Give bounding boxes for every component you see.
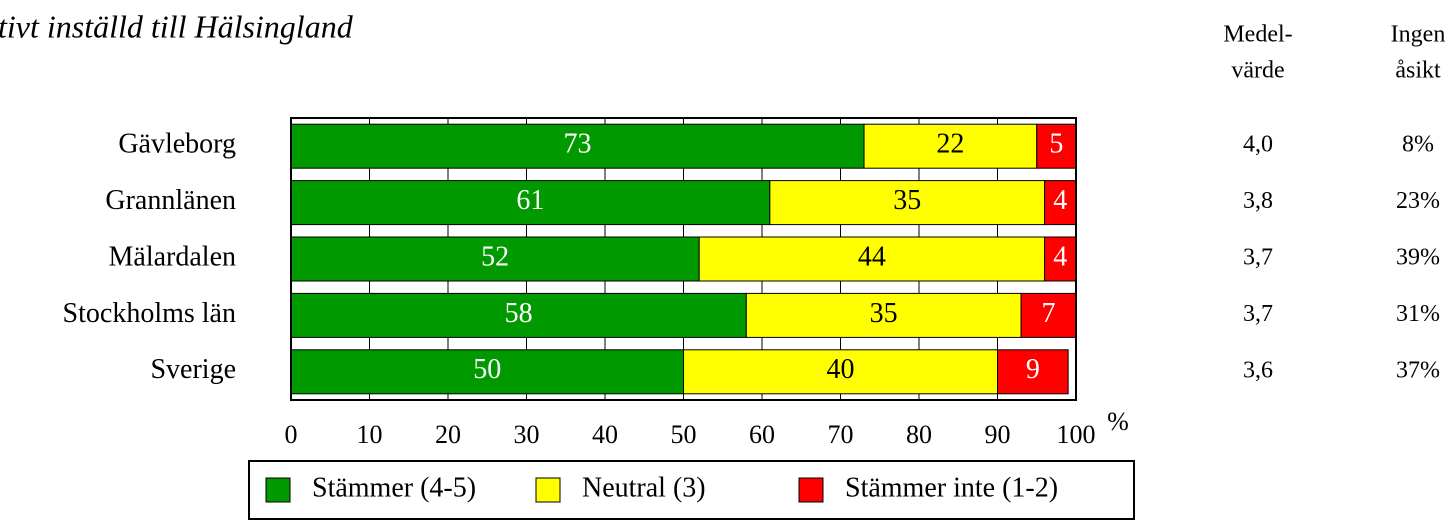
legend-swatch — [265, 477, 291, 503]
bar-segment — [1020, 292, 1077, 338]
bar-segment — [769, 180, 1046, 226]
column-header: Ingen — [1391, 22, 1446, 48]
data-label: 4 — [1053, 241, 1067, 272]
table-cell: 3,6 — [1243, 357, 1273, 383]
x-tick-label: 80 — [906, 420, 932, 449]
data-label: 52 — [481, 241, 509, 272]
bar-segment — [290, 349, 684, 395]
y-tick-label: Stockholms län — [63, 298, 236, 329]
data-label: 22 — [936, 129, 964, 160]
bar-segment — [997, 349, 1069, 395]
data-label: 35 — [893, 185, 921, 216]
table-cell: 39% — [1396, 245, 1440, 271]
table-cell: 3,7 — [1243, 301, 1273, 327]
table-cell: 31% — [1396, 301, 1440, 327]
bar-segment — [1044, 180, 1077, 226]
table-cell: 3,7 — [1243, 245, 1273, 271]
legend-swatch — [535, 477, 561, 503]
plot-frame — [290, 117, 1077, 401]
column-header: åsikt — [1395, 58, 1441, 84]
legend-label: Stämmer (4-5) — [312, 472, 476, 503]
column-header: värde — [1231, 58, 1284, 84]
y-tick-label: Mälardalen — [109, 241, 237, 272]
x-tick-label: 30 — [514, 420, 540, 449]
table-cell: 3,8 — [1243, 188, 1273, 214]
data-label: 58 — [505, 298, 533, 329]
data-label: 35 — [870, 298, 898, 329]
x-tick-label: 60 — [749, 420, 775, 449]
data-label: 7 — [1042, 298, 1056, 329]
data-label: 44 — [858, 241, 886, 272]
y-tick-label: Grannlänen — [105, 185, 236, 216]
y-tick-label: Gävleborg — [118, 129, 236, 160]
table-cell: 4,0 — [1243, 132, 1273, 158]
table-cell: 37% — [1396, 357, 1440, 383]
legend-swatch — [798, 477, 824, 503]
table-cell: 8% — [1402, 132, 1434, 158]
data-label: 4 — [1053, 185, 1067, 216]
x-tick-label: 0 — [285, 420, 298, 449]
data-label: 73 — [564, 129, 592, 160]
y-tick-label: Sverige — [150, 354, 236, 385]
data-label: 9 — [1026, 354, 1040, 385]
table-cell: 23% — [1396, 188, 1440, 214]
legend-label: Stämmer inte (1-2) — [845, 472, 1058, 503]
bar-segment — [698, 236, 1046, 282]
x-unit: % — [1107, 407, 1129, 436]
bar-segment — [290, 236, 700, 282]
x-tick-label: 40 — [592, 420, 618, 449]
legend-box — [248, 460, 1135, 520]
x-tick-label: 20 — [435, 420, 461, 449]
bar-segment — [745, 292, 1022, 338]
column-header: Medel- — [1223, 22, 1292, 48]
data-label: 5 — [1049, 129, 1063, 160]
data-label: 61 — [516, 185, 544, 216]
data-label: 50 — [473, 354, 501, 385]
x-tick-label: 10 — [357, 420, 383, 449]
bar-segment — [683, 349, 998, 395]
x-tick-label: 50 — [671, 420, 697, 449]
x-tick-label: 100 — [1057, 420, 1096, 449]
legend-label: Neutral (3) — [582, 472, 706, 503]
x-tick-label: 90 — [985, 420, 1011, 449]
data-label: 40 — [827, 354, 855, 385]
chart-title: tivt inställd till Hälsingland — [0, 8, 354, 44]
x-tick-label: 70 — [828, 420, 854, 449]
